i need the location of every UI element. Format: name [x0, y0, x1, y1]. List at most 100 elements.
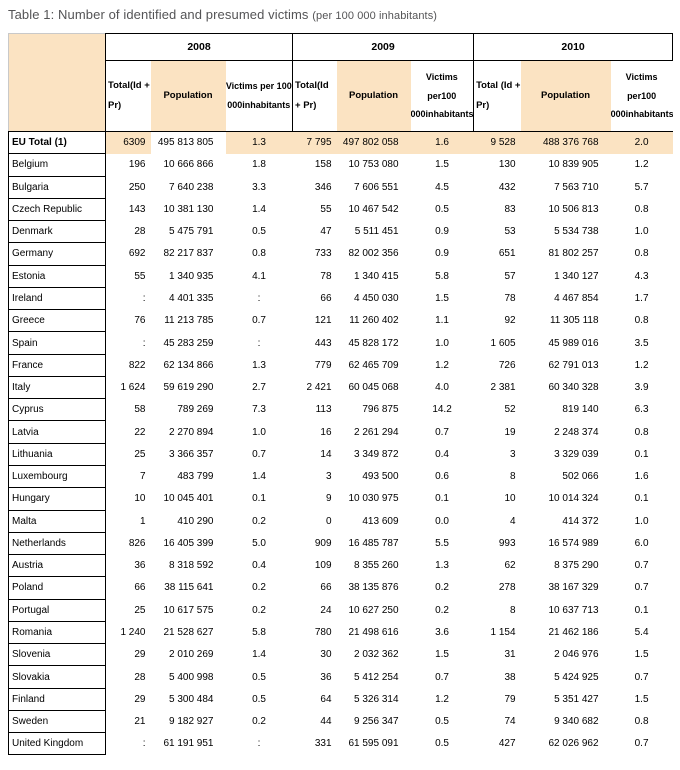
country-cell: Spain — [8, 331, 106, 355]
population-cell-2010: 1 340 127 — [554, 270, 599, 282]
subheader-total-2010: Total (Id + Pr) — [473, 60, 521, 132]
total-cell-2010: 432 — [498, 181, 516, 193]
total-cell-2009: 113 — [315, 404, 332, 416]
population-cell-2010: 10 506 813 — [548, 203, 599, 215]
population-cell-2009: 8 355 260 — [354, 560, 399, 572]
table-row: Malta 1 410 290 0.2 0 413 609 0.0 4 414 … — [8, 509, 673, 533]
population-cell-2010: 45 989 016 — [548, 337, 599, 349]
subheader-victims-2010: Victims per100 000inhabitants — [610, 60, 673, 132]
victims-cell-2009: 0.0 — [435, 515, 449, 527]
total-cell-2010: 57 — [504, 270, 516, 282]
victims-cell-2008: 5.8 — [252, 626, 266, 638]
victims-cell-2009: 0.4 — [435, 448, 449, 460]
population-cell-2010: 21 462 186 — [548, 626, 599, 638]
population-cell-2010: 488 376 768 — [520, 131, 611, 154]
victims-cell-2010: 1.6 — [634, 471, 649, 483]
population-cell-2010: 3 329 039 — [554, 448, 599, 460]
population-cell-2008: 11 213 785 — [164, 315, 214, 327]
population-cell-2010: 5 534 738 — [554, 226, 599, 238]
total-cell-2010: 651 — [498, 248, 516, 260]
population-cell-2009: 4 450 030 — [354, 292, 399, 304]
country-cell: Latvia — [8, 420, 106, 444]
table-row: Czech Republic 143 10 381 130 1.4 55 10 … — [8, 197, 673, 222]
table-row: Germany 692 82 217 837 0.8 733 82 002 35… — [8, 242, 673, 266]
victims-cell-2009: 0.5 — [435, 203, 449, 215]
population-cell-2010: 2 046 976 — [554, 649, 599, 661]
victims-cell-2009: 1.2 — [435, 693, 449, 705]
total-cell-2008: 28 — [134, 671, 146, 683]
victims-cell-2010: 1.5 — [634, 649, 649, 661]
country-cell: France — [8, 353, 106, 377]
subheader-victims-2009: Victims per100 000inhabitants — [410, 60, 475, 132]
victims-cell-2008: : — [257, 337, 261, 349]
victims-cell-2010: 1.5 — [634, 693, 649, 705]
table-row: Italy 1 624 59 619 290 2.7 2 421 60 045 … — [8, 375, 673, 400]
country-cell: Cyprus — [8, 398, 106, 422]
population-cell-2009: 493 500 — [362, 471, 399, 483]
victims-cell-2008: 0.2 — [252, 716, 266, 728]
population-cell-2008: 483 799 — [177, 471, 214, 483]
table-row: Poland 66 38 115 641 0.2 66 38 135 876 0… — [8, 576, 673, 600]
victims-cell-2010: 0.1 — [634, 448, 649, 460]
year-header-row: 2008 2009 2010 — [8, 33, 674, 132]
total-cell-2010: 993 — [498, 537, 516, 549]
victims-cell-2010: 1.0 — [634, 226, 649, 238]
population-cell-2009: 5 511 451 — [354, 226, 399, 238]
population-cell-2009: 9 256 347 — [354, 716, 399, 728]
total-cell-2008: 58 — [134, 404, 146, 416]
victims-cell-2008: 0.4 — [252, 560, 266, 572]
victims-cell-2010: 6.0 — [634, 537, 649, 549]
victims-cell-2008: 1.4 — [252, 649, 266, 661]
population-cell-2008: 2 270 894 — [169, 426, 214, 438]
total-cell-2010: 31 — [504, 649, 516, 661]
victims-cell-2008: 1.3 — [225, 131, 293, 154]
victims-cell-2009: 0.7 — [435, 426, 449, 438]
victims-cell-2010: 0.1 — [634, 493, 649, 505]
population-cell-2008: 495 813 805 — [150, 131, 226, 154]
table-row: Netherlands 826 16 405 399 5.0 909 16 48… — [8, 531, 673, 556]
total-cell-2009: 0 — [325, 515, 332, 527]
population-cell-2009: 497 802 058 — [336, 131, 411, 154]
total-cell-2009: 733 — [314, 248, 332, 260]
victims-cell-2010: 3.5 — [634, 337, 649, 349]
table-row: Greece 76 11 213 785 0.7 121 11 260 402 … — [8, 309, 673, 333]
population-cell-2008: 789 269 — [177, 404, 214, 416]
country-cell: Romania — [8, 620, 106, 645]
table-title: Table 1: Number of identified and presum… — [8, 7, 680, 22]
total-cell-2008: 196 — [128, 159, 146, 171]
population-cell-2008: 8 318 592 — [169, 560, 214, 572]
total-cell-2008: 55 — [134, 270, 146, 282]
population-cell-2008: 410 290 — [177, 515, 214, 527]
population-cell-2010: 9 340 682 — [554, 716, 599, 728]
population-cell-2009: 62 465 709 — [348, 359, 399, 371]
population-cell-2008: 7 640 238 — [169, 181, 214, 193]
table-row: Portugal 25 10 617 575 0.2 24 10 627 250… — [8, 598, 673, 622]
victims-cell-2010: 2.0 — [610, 131, 673, 154]
total-cell-2010: 62 — [504, 560, 516, 572]
total-cell-2009: 779 — [314, 359, 332, 371]
total-cell-2008: 10 — [134, 493, 146, 505]
total-cell-2008: 76 — [134, 315, 146, 327]
table-row: United Kingdom : 61 191 951 : 331 61 595… — [8, 732, 673, 756]
total-cell-2009: 47 — [320, 226, 332, 238]
subheader-population-2009: Population — [336, 60, 411, 132]
table-row: Ireland : 4 401 335 : 66 4 450 030 1.5 7… — [8, 286, 673, 311]
total-cell-2010: 8 — [510, 604, 516, 616]
total-cell-2008: 143 — [128, 203, 146, 215]
total-cell-2009: 109 — [314, 560, 332, 572]
victims-cell-2010: 5.4 — [634, 626, 649, 638]
victims-cell-2010: 0.8 — [634, 203, 649, 215]
victims-cell-2009: 1.6 — [410, 131, 474, 154]
total-cell-2009: 64 — [320, 693, 332, 705]
total-cell-2010: 726 — [498, 359, 516, 371]
table-row: Lithuania 25 3 366 357 0.7 14 3 349 872 … — [8, 442, 673, 466]
table-row: Luxembourg 7 483 799 1.4 3 493 500 0.6 8… — [8, 464, 673, 489]
total-cell-2009: 78 — [320, 270, 332, 282]
total-cell-2010: 4 — [510, 515, 516, 527]
total-cell-2008: 7 — [139, 471, 146, 483]
total-cell-2010: 3 — [510, 448, 516, 460]
victims-cell-2008: 0.8 — [252, 248, 266, 260]
total-cell-2009: 909 — [314, 537, 332, 549]
victims-cell-2010: 4.3 — [634, 270, 649, 282]
total-cell-2008: 1 240 — [120, 626, 146, 638]
